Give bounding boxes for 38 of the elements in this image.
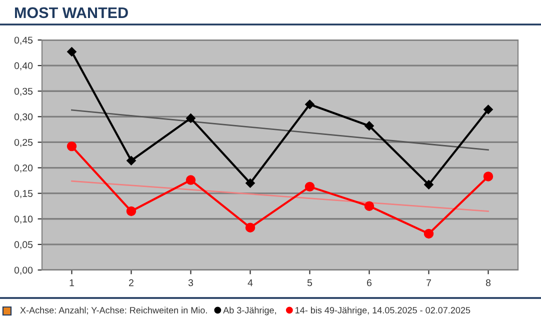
point	[304, 182, 315, 192]
y-tick-label: 0,20	[14, 164, 33, 173]
x-tick-label: 1	[70, 279, 74, 286]
x-tick-label: 4	[248, 279, 253, 286]
y-tick-label: 0,05	[14, 241, 33, 250]
point	[305, 100, 314, 110]
point	[364, 121, 374, 130]
point	[126, 206, 136, 216]
point	[484, 104, 493, 114]
chart-title: MOST WANTED	[15, 7, 128, 18]
y-tick-label: 0,35	[14, 88, 33, 96]
legend-label: 14- bis 49-Jährige, 14.05.2025 - 02.07.2025	[296, 306, 470, 316]
point	[66, 141, 77, 152]
point	[246, 178, 255, 188]
x-tick-label: 6	[367, 279, 372, 286]
point	[67, 47, 76, 56]
y-tick-label: 0,00	[14, 266, 33, 275]
x-tick-label: 5	[307, 279, 312, 286]
x-tick-label: 3	[188, 279, 194, 286]
point	[245, 222, 256, 232]
y-tick-label: 0,30	[14, 113, 33, 122]
y-tick-label: 0,10	[14, 216, 33, 224]
text: X-Achse: Anzahl; Y-Achse: Reichweiten in Mio.	[20, 306, 207, 314]
x-tick-label: 7	[426, 279, 431, 286]
point	[424, 180, 434, 190]
y-tick-label: 0,15	[14, 190, 33, 198]
point	[364, 201, 374, 211]
x-tick-label: 2	[129, 279, 134, 286]
x-tick-label: 8	[486, 279, 491, 286]
point	[126, 156, 136, 166]
point	[186, 114, 196, 123]
y-tick-label: 0,25	[14, 138, 33, 147]
point	[483, 172, 494, 182]
point	[186, 175, 196, 185]
point	[424, 228, 434, 239]
y-tick-label: 0,45	[14, 36, 33, 45]
legend-label: Ab 3-Jährige,	[223, 306, 276, 316]
y-tick-label: 0,40	[14, 62, 33, 70]
